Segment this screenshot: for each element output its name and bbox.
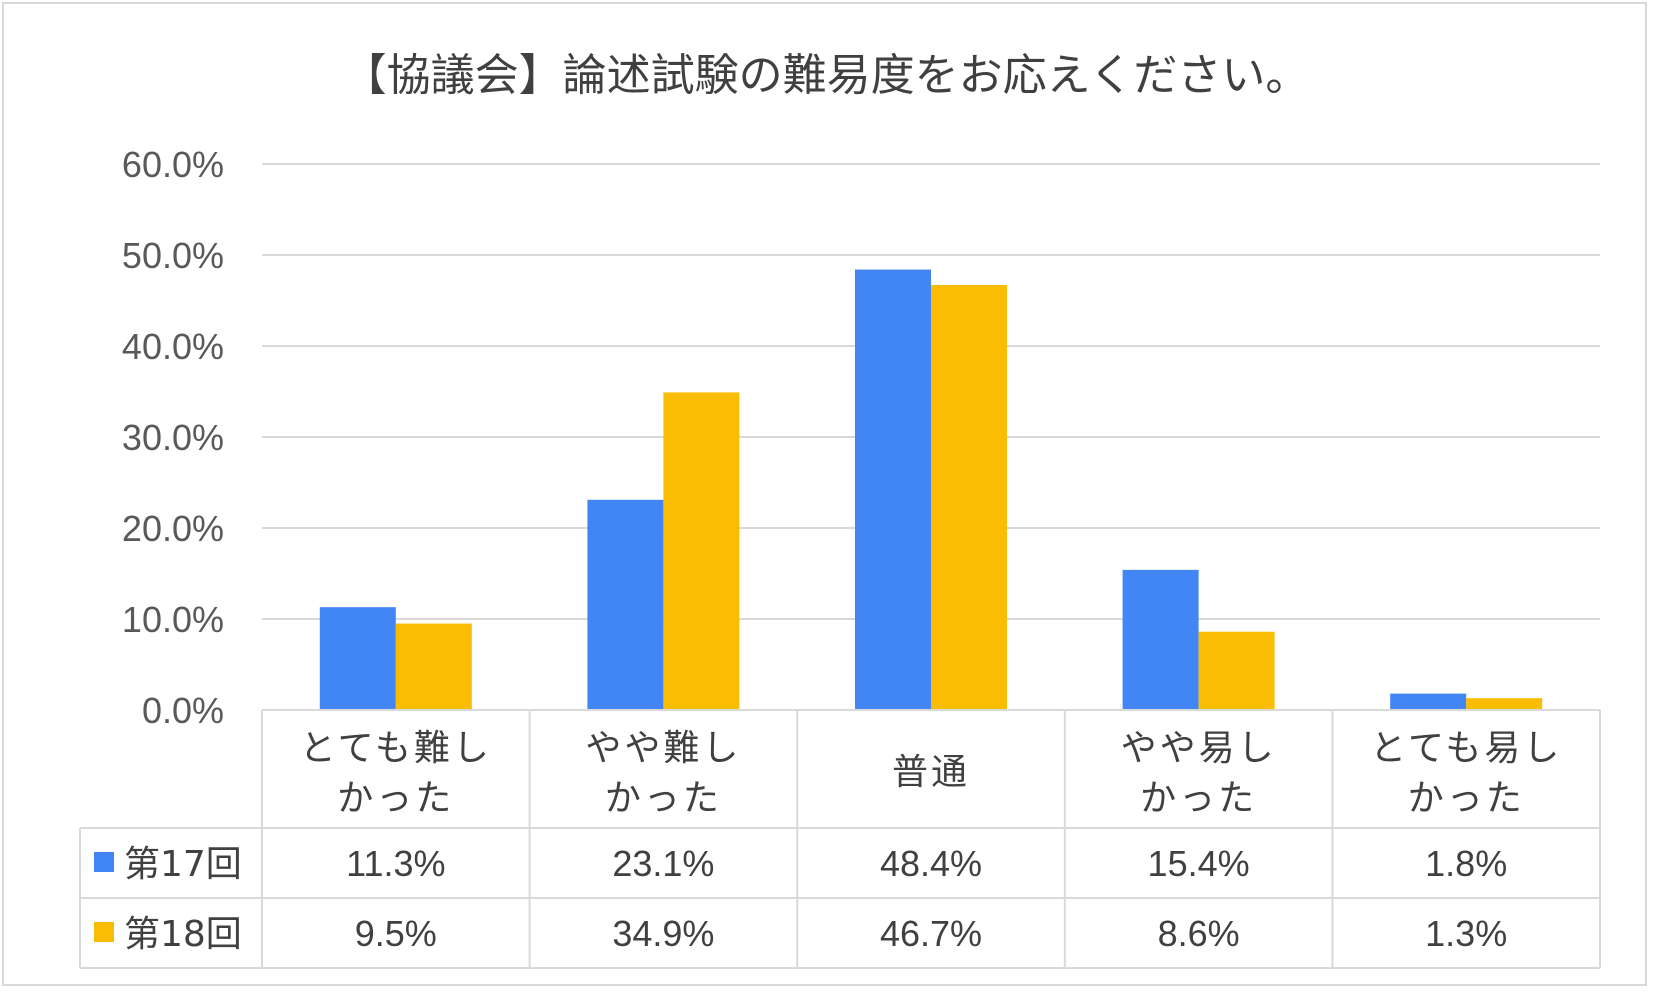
- data-label: 15.4%: [1148, 843, 1250, 884]
- data-label: 46.7%: [880, 913, 982, 954]
- category-label: かった: [1408, 778, 1525, 819]
- bar-2-3: [931, 285, 1007, 710]
- category-label: 普通: [892, 752, 970, 793]
- category-label: かった: [1140, 778, 1257, 819]
- bar-1-1: [319, 607, 396, 710]
- data-label: 9.5%: [355, 913, 437, 954]
- bar-1-2: [587, 499, 664, 710]
- legend-swatch-1: [94, 852, 114, 872]
- y-tick-label: 0.0%: [142, 690, 224, 731]
- bar-1-4: [1122, 569, 1199, 710]
- data-label: 23.1%: [612, 843, 714, 884]
- category-label: とても易し: [1370, 728, 1562, 769]
- data-label: 8.6%: [1158, 913, 1240, 954]
- category-label: とても難し: [300, 728, 492, 769]
- y-tick-label: 30.0%: [122, 417, 224, 458]
- y-tick-label: 50.0%: [122, 235, 224, 276]
- bar-layer: [319, 269, 1543, 710]
- grid-layer: 0.0% 10.0% 20.0% 30.0% 40.0% 50.0% 60.0%: [122, 144, 1600, 731]
- y-tick-label: 20.0%: [122, 508, 224, 549]
- y-tick-label: 10.0%: [122, 599, 224, 640]
- y-tick-label: 60.0%: [122, 144, 224, 185]
- data-label: 1.8%: [1425, 843, 1507, 884]
- bar-2-1: [395, 623, 472, 710]
- bar-2-4: [1198, 631, 1275, 710]
- category-label: やや難し: [585, 728, 741, 769]
- legend-label: 第17回: [124, 844, 242, 885]
- title-layer: 【協議会】論述試験の難易度をお応えください。: [343, 50, 1310, 101]
- category-label: かった: [337, 778, 454, 819]
- bar-1-5: [1390, 693, 1467, 710]
- category-label: やや易し: [1121, 728, 1277, 769]
- bar-2-5: [1466, 698, 1543, 710]
- category-label: かった: [605, 778, 722, 819]
- data-label: 1.3%: [1425, 913, 1507, 954]
- data-label: 48.4%: [880, 843, 982, 884]
- legend-label: 第18回: [124, 914, 242, 955]
- data-label: 34.9%: [612, 913, 714, 954]
- bar-2-2: [663, 392, 740, 710]
- legend-swatch-2: [94, 922, 114, 942]
- data-label: 11.3%: [346, 843, 445, 884]
- chart-title: 【協議会】論述試験の難易度をお応えください。: [343, 50, 1310, 101]
- bar-1-3: [855, 269, 931, 710]
- y-tick-label: 40.0%: [122, 326, 224, 367]
